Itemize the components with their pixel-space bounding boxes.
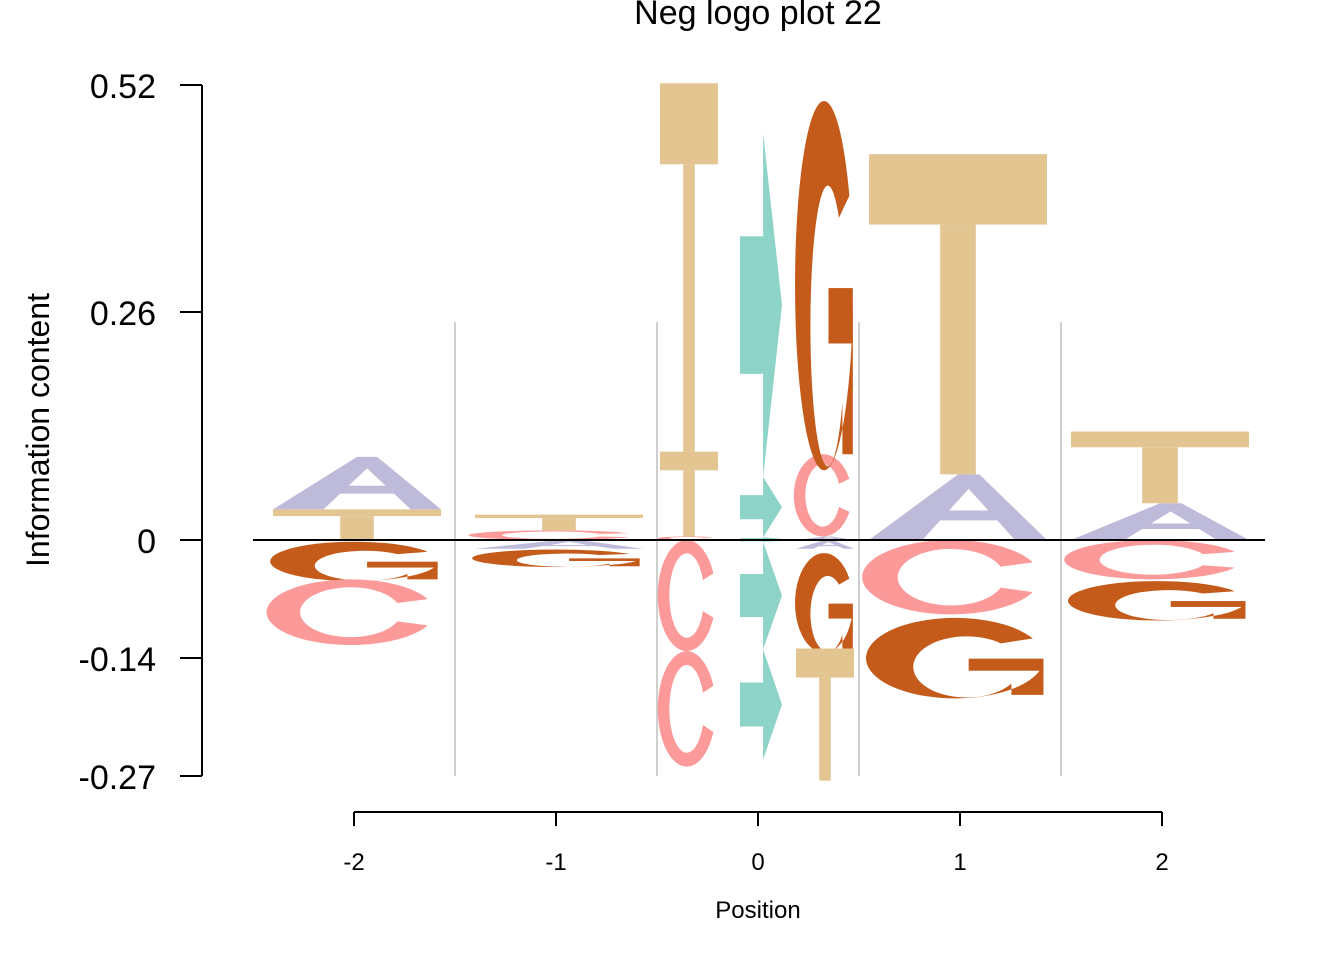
- logo-letter-c: [266, 579, 428, 645]
- logo-letter-mod-arrow: [740, 649, 782, 760]
- logo-letter-t: [869, 154, 1047, 475]
- logo-letter-a: [475, 540, 643, 549]
- logo-letter-t: [660, 83, 718, 452]
- y-tick-label: 0.52: [90, 68, 156, 106]
- logo-letter-g: [270, 541, 438, 582]
- logo-letter-t: [273, 509, 441, 540]
- logo-letter-c: [657, 540, 714, 652]
- logo-letter-a: [273, 456, 441, 510]
- x-tick-label: -1: [545, 849, 566, 876]
- logo-letter-c: [793, 454, 850, 537]
- y-tick-label: 0: [137, 523, 156, 561]
- x-tick-label: 2: [1155, 849, 1168, 876]
- logo-letter-g: [1068, 581, 1246, 621]
- logo-letter-g: [866, 617, 1044, 699]
- logo-letter-c: [657, 651, 714, 767]
- logo-letter-t: [796, 648, 854, 781]
- logo-letter-a: [796, 540, 854, 549]
- logo-letter-g: [795, 553, 853, 653]
- y-tick-label: -0.27: [79, 759, 157, 797]
- y-axis: 0.52 0.26 0 -0.14 -0.27: [79, 68, 203, 797]
- logo-letter-t: [660, 451, 718, 537]
- logo-glyphs: [266, 83, 1249, 781]
- y-tick-label: -0.14: [79, 641, 157, 679]
- logo-letter-c: [1064, 540, 1235, 580]
- x-axis-label: Position: [715, 897, 800, 924]
- logo-letter-t: [1071, 431, 1249, 504]
- logo-letter-c: [862, 540, 1033, 615]
- chart-title: Neg logo plot 22: [634, 0, 882, 32]
- logo-letter-g: [795, 101, 853, 471]
- logo-letter-mod-arrow: [740, 477, 782, 538]
- y-axis-label: Information content: [20, 293, 56, 567]
- x-axis: -2 -1 0 1 2: [343, 811, 1169, 876]
- y-tick-label: 0.26: [90, 295, 156, 333]
- logo-letter-c: [468, 530, 630, 540]
- logo-letter-t: [475, 514, 643, 531]
- x-tick-label: 0: [751, 849, 764, 876]
- position-separators: [454, 322, 1062, 776]
- logo-letter-g: [472, 549, 640, 568]
- logo-letter-a: [1071, 503, 1249, 540]
- logo-letter-mod-arrow: [740, 133, 782, 477]
- logo-letter-a: [869, 474, 1047, 540]
- x-tick-label: 1: [953, 849, 966, 876]
- logo-letter-mod-arrow: [740, 541, 782, 650]
- x-tick-label: -2: [343, 849, 364, 876]
